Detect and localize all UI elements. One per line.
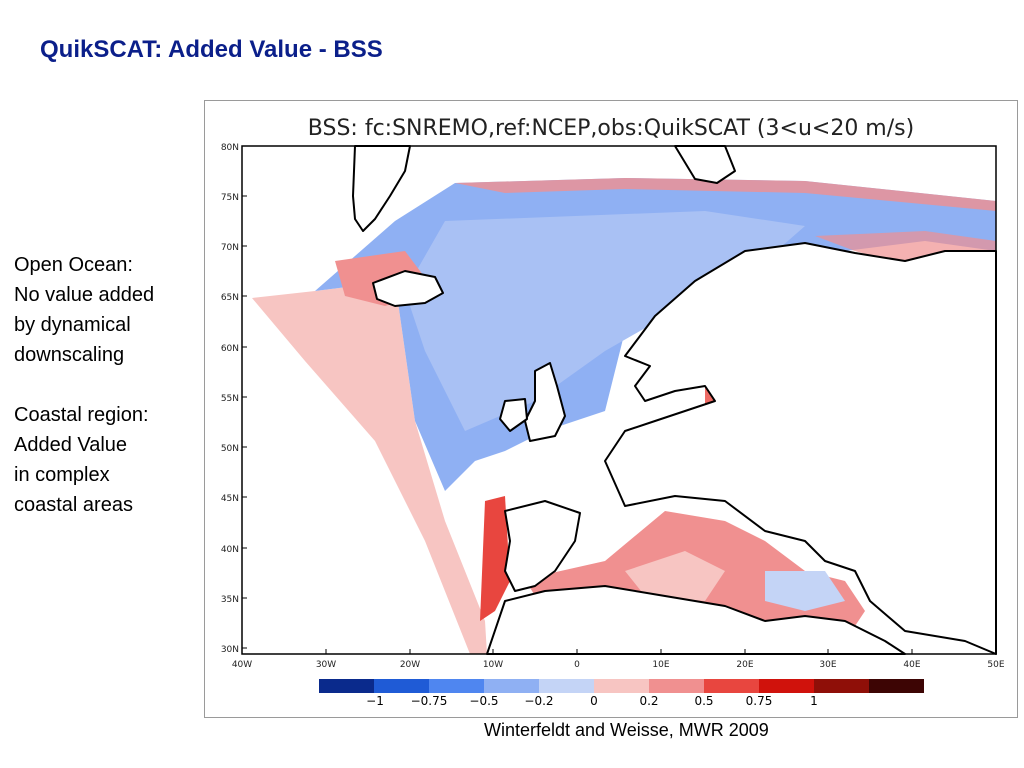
north-africa-land	[486, 585, 906, 655]
lat-tick-label: 70N	[221, 243, 239, 253]
lat-tick-label: 35N	[221, 595, 239, 605]
lat-tick-label: 30N	[221, 645, 239, 655]
colorbar-swatch	[319, 679, 374, 693]
lat-tick-label: 60N	[221, 344, 239, 354]
colorbar-label: 0.2	[639, 694, 658, 708]
lat-tick-label: 40N	[221, 545, 239, 555]
lon-tick-label: 20W	[400, 660, 420, 670]
iberia-land	[504, 500, 581, 592]
lon-tick-label: 40E	[903, 660, 920, 670]
colorbar-swatch	[594, 679, 649, 693]
note-line: Open Ocean:	[14, 254, 133, 276]
map-svg: BSS: fc:SNREMO,ref:NCEP,obs:QuikSCAT (3<…	[221, 116, 1005, 708]
colorbar-swatch	[484, 679, 539, 693]
note-line: Coastal region:	[14, 404, 149, 426]
bss-map-figure: BSS: fc:SNREMO,ref:NCEP,obs:QuikSCAT (3<…	[204, 100, 1018, 718]
colorbar-swatch	[759, 679, 814, 693]
lat-tick-label: 55N	[221, 394, 239, 404]
notes-text: Open Ocean: No value added by dynamical …	[14, 250, 204, 520]
lon-tick-label: 30W	[316, 660, 336, 670]
lat-tick-label: 65N	[221, 293, 239, 303]
lat-tick-label: 75N	[221, 193, 239, 203]
note-line: in complex	[14, 464, 110, 486]
lon-tick-label: 40W	[232, 660, 252, 670]
lon-tick-label: 50E	[987, 660, 1004, 670]
lat-tick-label: 80N	[221, 143, 239, 153]
colorbar-swatch	[649, 679, 704, 693]
lat-tick-label: 50N	[221, 444, 239, 454]
note-line: downscaling	[14, 344, 125, 366]
note-line: Added Value	[14, 434, 128, 456]
ireland-land	[499, 398, 528, 432]
colorbar-label: 0	[590, 694, 598, 708]
colorbar-label: −0.75	[411, 694, 448, 708]
colorbar-swatches	[319, 679, 924, 693]
colorbar-swatch	[429, 679, 484, 693]
slide-title: QuikSCAT: Added Value - BSS	[40, 36, 383, 63]
colorbar: −1 −0.75 −0.5 −0.2 0 0.2 0.5 0.75 1	[319, 679, 924, 708]
colorbar-swatch	[374, 679, 429, 693]
eurasia-land	[604, 242, 997, 655]
greenland-land	[352, 145, 411, 232]
map-title: BSS: fc:SNREMO,ref:NCEP,obs:QuikSCAT (3<…	[308, 116, 914, 141]
coastlines	[352, 145, 997, 655]
colorbar-label: 1	[810, 694, 818, 708]
colorbar-label: −1	[366, 694, 384, 708]
iceland-land	[372, 270, 444, 307]
note-spacer	[14, 370, 204, 400]
note-line: by dynamical	[14, 314, 131, 336]
colorbar-label: −0.2	[524, 694, 553, 708]
lon-tick-label: 10E	[652, 660, 669, 670]
lon-tick-label: 30E	[819, 660, 836, 670]
colorbar-swatch	[814, 679, 869, 693]
note-line: coastal areas	[14, 494, 133, 516]
lon-tick-label: 10W	[483, 660, 503, 670]
colorbar-label: −0.5	[469, 694, 498, 708]
colorbar-swatch	[539, 679, 594, 693]
lat-tick-label: 45N	[221, 494, 239, 504]
citation-text: Winterfeldt and Weisse, MWR 2009	[484, 720, 769, 740]
note-line: No value added	[14, 284, 155, 306]
lon-tick-label: 20E	[736, 660, 753, 670]
lon-tick-label: 0	[574, 660, 580, 670]
great-britain-land	[524, 362, 566, 442]
map-frame: 80N 75N 70N 65N 60N 55N 50N 45N 40N 35N …	[221, 143, 1005, 670]
colorbar-label: 0.75	[746, 694, 773, 708]
colorbar-swatch	[869, 679, 924, 693]
colorbar-swatch	[704, 679, 759, 693]
colorbar-label: 0.5	[694, 694, 713, 708]
